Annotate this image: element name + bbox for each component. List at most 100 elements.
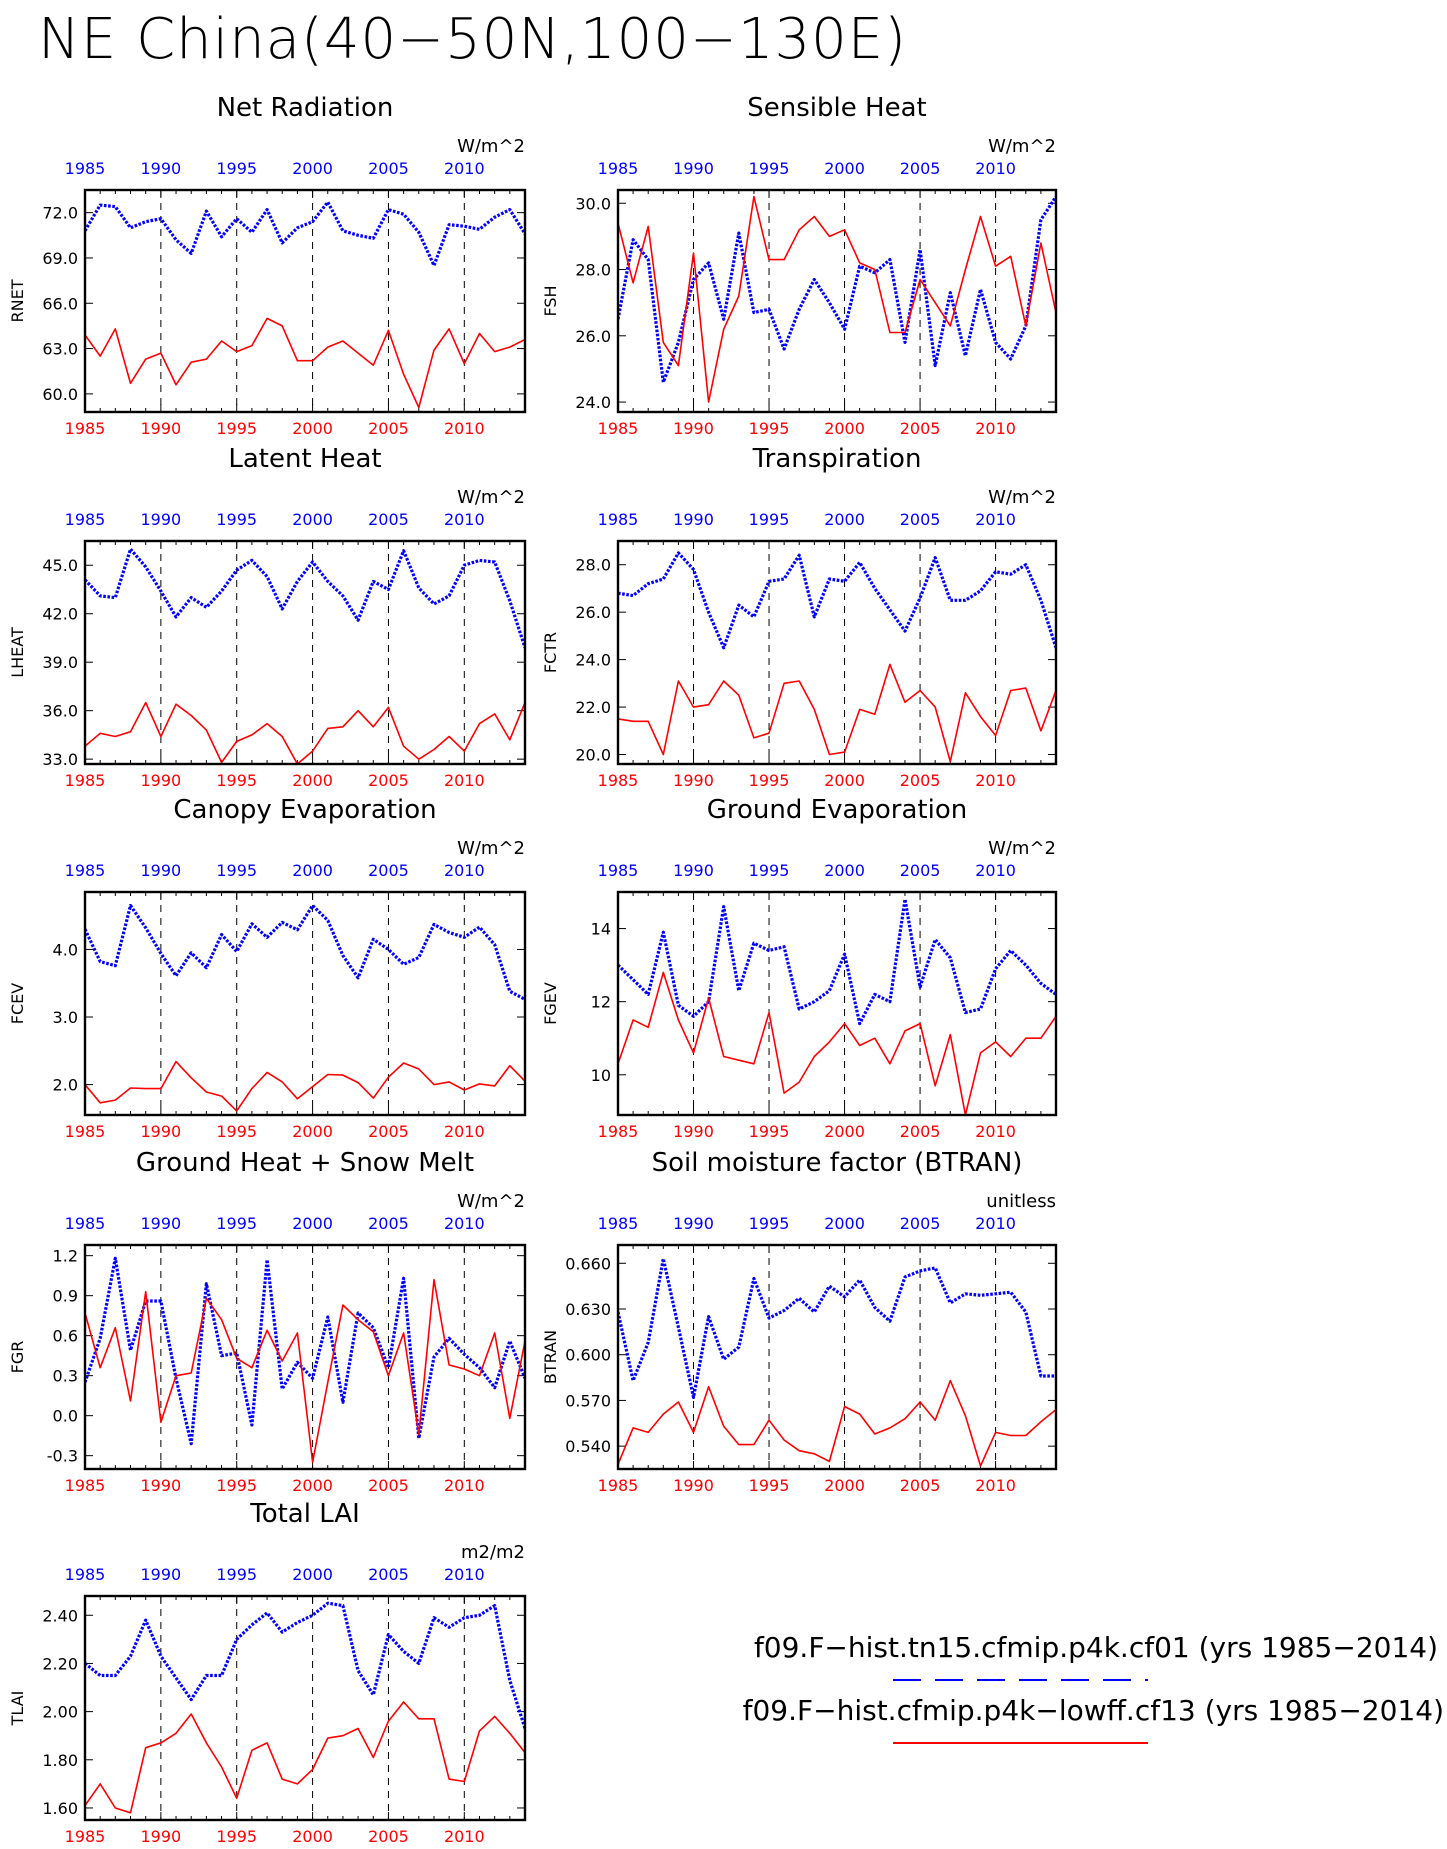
x-tick-label-bottom: 2000 xyxy=(292,1122,333,1141)
y-axis-label: FGEV xyxy=(541,982,560,1025)
x-tick-label-bottom: 1985 xyxy=(65,1476,106,1495)
x-tick-label-bottom: 1990 xyxy=(141,1476,182,1495)
x-tick-label-bottom: 1995 xyxy=(216,771,257,790)
x-tick-label-bottom: 2000 xyxy=(292,1827,333,1846)
y-tick-label: 72.0 xyxy=(42,204,78,223)
y-tick-label: 0.3 xyxy=(53,1367,78,1386)
x-tick-label-bottom: 1985 xyxy=(65,1122,106,1141)
panel-fcev: Canopy Evaporation W/m^2 1985 1985 1990 1990 1… xyxy=(8,795,527,1141)
x-tick-label-top: 2000 xyxy=(824,1214,865,1233)
panel-title: Ground Evaporation xyxy=(707,795,967,825)
x-tick-label-top: 1990 xyxy=(141,510,182,529)
panel-title: Ground Heat + Snow Melt xyxy=(136,1148,474,1178)
y-axis-label: FCTR xyxy=(541,632,560,673)
x-tick-label-bottom: 1990 xyxy=(141,1122,182,1141)
x-tick-label-top: 1985 xyxy=(65,159,106,178)
x-tick-label-top: 1985 xyxy=(65,510,106,529)
y-tick-label: 2.40 xyxy=(42,1606,78,1625)
y-tick-label: 0.540 xyxy=(565,1437,611,1456)
x-tick-label-top: 2010 xyxy=(444,510,485,529)
x-tick-label-top: 2010 xyxy=(444,1214,485,1233)
y-tick-label: 33.0 xyxy=(42,750,78,769)
y-axis-label: FCEV xyxy=(8,983,27,1024)
y-tick-label: 36.0 xyxy=(42,702,78,721)
panel-units: W/m^2 xyxy=(457,838,525,859)
y-tick-label: 45.0 xyxy=(42,556,78,575)
series-line-blue xyxy=(618,551,1056,650)
x-tick-label-top: 1995 xyxy=(216,1214,257,1233)
plot-frame xyxy=(83,890,527,1117)
y-tick-label: 63.0 xyxy=(42,340,78,359)
y-tick-label: 0.9 xyxy=(53,1287,78,1306)
y-tick-label: 10 xyxy=(591,1066,611,1085)
series-line-blue xyxy=(85,547,525,649)
x-tick-label-top: 2010 xyxy=(444,159,485,178)
x-tick-label-top: 2005 xyxy=(900,1214,941,1233)
x-tick-label-bottom: 2010 xyxy=(444,1827,485,1846)
x-tick-label-bottom: 2010 xyxy=(444,1476,485,1495)
x-tick-label-top: 1995 xyxy=(749,510,790,529)
x-tick-label-top: 2010 xyxy=(975,510,1016,529)
series-line-red xyxy=(618,1379,1056,1467)
x-tick-label-bottom: 1990 xyxy=(673,771,714,790)
panel-units: W/m^2 xyxy=(457,487,525,508)
plot-frame xyxy=(83,188,527,414)
x-tick-label-top: 2005 xyxy=(368,1214,409,1233)
panel-units: W/m^2 xyxy=(988,136,1056,157)
x-tick-label-bottom: 2005 xyxy=(368,419,409,438)
x-tick-label-top: 2005 xyxy=(368,159,409,178)
x-tick-label-top: 1990 xyxy=(141,1565,182,1584)
x-tick-label-bottom: 2000 xyxy=(824,1476,865,1495)
x-tick-label-bottom: 1990 xyxy=(673,1122,714,1141)
panel-title: Transpiration xyxy=(752,444,922,474)
y-tick-label: 3.0 xyxy=(53,1008,78,1027)
x-tick-label-top: 1985 xyxy=(598,1214,639,1233)
x-tick-label-top: 2005 xyxy=(368,510,409,529)
x-tick-label-top: 1995 xyxy=(749,1214,790,1233)
x-tick-label-bottom: 2000 xyxy=(292,1476,333,1495)
x-tick-label-bottom: 2010 xyxy=(975,1476,1016,1495)
y-tick-label: 0.0 xyxy=(53,1407,78,1426)
x-tick-label-bottom: 1990 xyxy=(141,419,182,438)
plot-frame xyxy=(616,539,1058,766)
y-axis-label: BTRAN xyxy=(541,1330,560,1384)
panel-title: Soil moisture factor (BTRAN) xyxy=(652,1148,1023,1178)
x-tick-label-top: 2000 xyxy=(292,1565,333,1584)
series-line-blue xyxy=(618,897,1056,1026)
panel-units: m2/m2 xyxy=(461,1542,525,1563)
x-tick-label-bottom: 1995 xyxy=(749,1122,790,1141)
series-line-red xyxy=(85,1278,525,1464)
series-line-blue xyxy=(85,1601,525,1729)
y-tick-label: 24.0 xyxy=(575,651,611,670)
x-tick-label-top: 2000 xyxy=(292,861,333,880)
x-tick-label-bottom: 1985 xyxy=(65,771,106,790)
x-tick-label-bottom: 2000 xyxy=(824,1122,865,1141)
x-tick-label-top: 1985 xyxy=(598,159,639,178)
x-tick-label-top: 1990 xyxy=(673,1214,714,1233)
y-tick-label: 20.0 xyxy=(575,746,611,765)
x-tick-label-bottom: 2000 xyxy=(824,419,865,438)
x-tick-label-bottom: 1985 xyxy=(598,1476,639,1495)
x-tick-label-top: 1995 xyxy=(216,510,257,529)
x-tick-label-bottom: 1995 xyxy=(216,1122,257,1141)
x-tick-label-bottom: 1995 xyxy=(749,1476,790,1495)
x-tick-label-top: 1995 xyxy=(216,1565,257,1584)
y-tick-label: 28.0 xyxy=(575,261,611,280)
y-tick-label: 4.0 xyxy=(53,940,78,959)
x-tick-label-bottom: 2000 xyxy=(292,771,333,790)
y-tick-label: 0.600 xyxy=(565,1346,611,1365)
series-line-red xyxy=(85,1060,525,1112)
y-tick-label: 24.0 xyxy=(575,393,611,412)
x-tick-label-bottom: 2010 xyxy=(975,771,1016,790)
panel-units: W/m^2 xyxy=(457,136,525,157)
x-tick-label-top: 2000 xyxy=(824,861,865,880)
x-tick-label-top: 1990 xyxy=(141,159,182,178)
panel-units: W/m^2 xyxy=(457,1191,525,1212)
series-line-red xyxy=(85,701,525,764)
x-tick-label-bottom: 2005 xyxy=(368,1122,409,1141)
x-tick-label-top: 2005 xyxy=(900,861,941,880)
x-tick-label-bottom: 1995 xyxy=(216,1476,257,1495)
x-tick-label-top: 2005 xyxy=(368,1565,409,1584)
x-tick-label-top: 1990 xyxy=(673,861,714,880)
